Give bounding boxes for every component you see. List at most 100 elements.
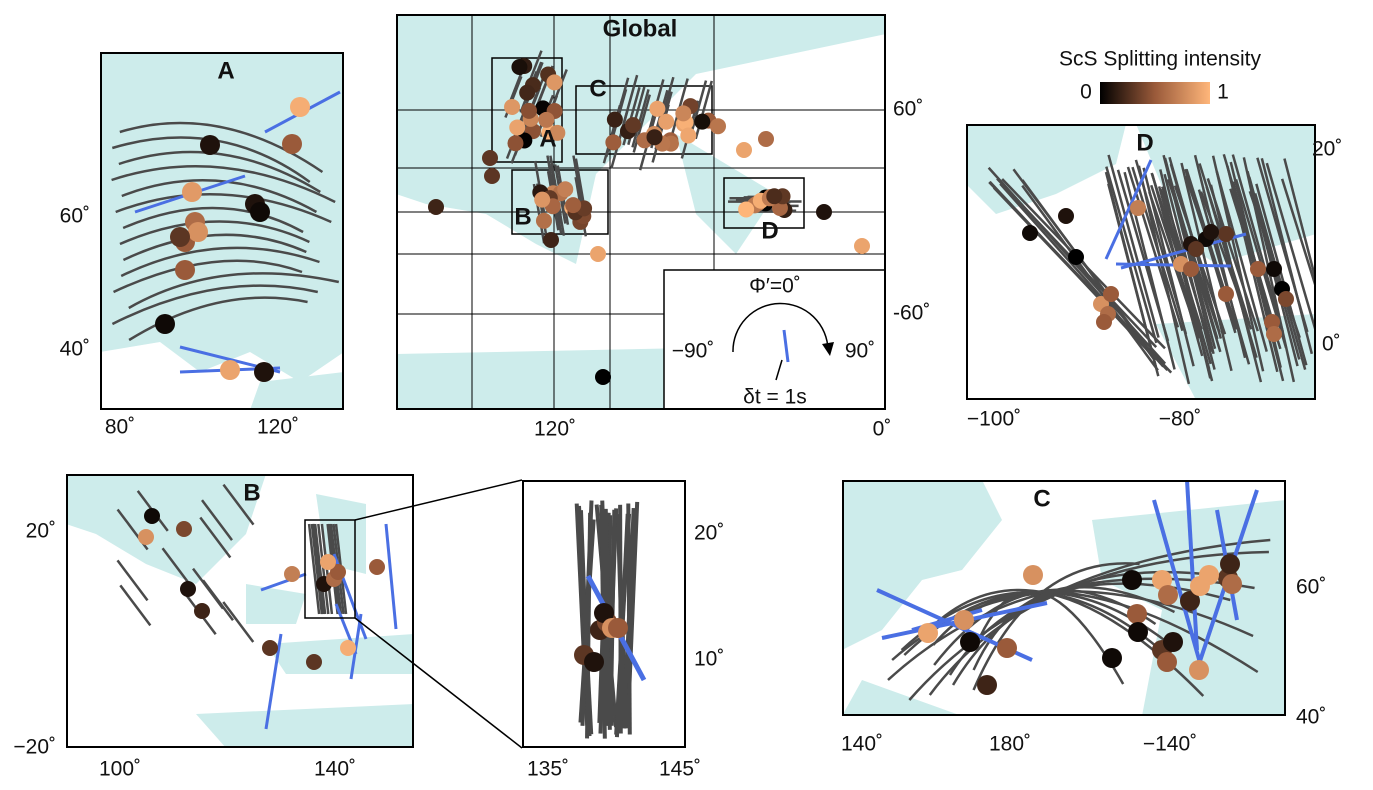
map-panel (522, 480, 686, 748)
raypath (1280, 178, 1316, 292)
x-tick-label: −100˚ (967, 408, 1021, 431)
station-dot (194, 603, 210, 619)
station-dot (1250, 261, 1266, 277)
split-bar (384, 523, 398, 630)
station-dot (340, 640, 356, 656)
station-dot (282, 134, 302, 154)
raypath (1256, 157, 1309, 333)
zoom-connector (354, 617, 523, 749)
y-tick-label: 40˚ (60, 338, 90, 361)
station-dot (520, 102, 537, 119)
station-dot (584, 652, 604, 672)
raypath (307, 523, 321, 615)
station-dot (176, 521, 192, 537)
map-panel (842, 480, 1286, 716)
station-dot (954, 610, 974, 630)
raypath (1211, 155, 1265, 372)
station-dot (144, 508, 160, 524)
station-dot (200, 135, 220, 155)
legend-text: −90˚ (672, 340, 715, 363)
station-dot (1199, 565, 1219, 585)
y-tick-label: 10˚ (694, 648, 724, 671)
land (676, 134, 776, 254)
station-dot (519, 84, 536, 101)
panel-frame (396, 14, 886, 410)
raypath (222, 601, 255, 643)
station-dot (1188, 241, 1204, 257)
x-tick-label: 80˚ (105, 416, 135, 439)
x-tick-label: 180˚ (989, 733, 1031, 756)
raypath (200, 499, 233, 541)
x-tick-label: 120˚ (257, 416, 299, 439)
raypath (119, 220, 310, 246)
map-panel (100, 52, 344, 410)
station-dot (1218, 226, 1234, 242)
station-dot (1127, 604, 1147, 624)
station-dot (608, 618, 628, 638)
raypath (1021, 184, 1159, 371)
raypath (311, 523, 324, 615)
station-dot (1266, 326, 1282, 342)
station-dot (250, 202, 270, 222)
raypath (128, 296, 308, 342)
panel-frame (966, 124, 1316, 400)
split-bar (349, 613, 363, 680)
raypath (120, 246, 320, 278)
raypath (118, 150, 321, 194)
raypath (111, 284, 319, 326)
station-dot (1102, 648, 1122, 668)
y-tick-label: 60˚ (893, 98, 923, 121)
raypath (626, 503, 632, 735)
station-dot (1220, 554, 1240, 574)
zoom-connector (354, 479, 523, 521)
station-dot (182, 182, 202, 202)
raypath (1205, 186, 1258, 359)
station-dot (649, 100, 666, 117)
station-dot (565, 197, 582, 214)
station-dot (960, 632, 980, 652)
colorbar-min: 0 (1080, 81, 1092, 104)
station-dot (1218, 286, 1234, 302)
station-dot (254, 362, 274, 382)
raypath (119, 121, 324, 174)
inset-label: C (589, 75, 606, 102)
y-tick-label: 60˚ (60, 205, 90, 228)
raypath (1265, 162, 1316, 335)
station-dot (1180, 591, 1200, 611)
x-tick-label: 140˚ (841, 733, 883, 756)
land (842, 480, 1002, 650)
y-tick-label: 60˚ (1296, 576, 1326, 599)
station-dot (180, 581, 196, 597)
station-dot (509, 119, 526, 136)
panel-label: C (1033, 485, 1050, 512)
station-dot (262, 640, 278, 656)
panel-label: B (243, 479, 260, 506)
station-dot (1183, 261, 1199, 277)
station-dot (1264, 314, 1280, 330)
y-tick-label: 20˚ (694, 522, 724, 545)
station-dot (1158, 585, 1178, 605)
station-dot (504, 98, 521, 115)
split-bar (782, 329, 790, 363)
raypath (1184, 168, 1237, 334)
raypath (313, 523, 327, 615)
station-dot (1128, 622, 1148, 642)
raypath (112, 259, 303, 294)
split-bar (1104, 159, 1153, 260)
raypath (121, 179, 318, 214)
raypath (694, 80, 713, 140)
map-panel (66, 474, 414, 748)
station-dot (1278, 291, 1294, 307)
station-dot (1222, 574, 1242, 594)
panel-frame (842, 480, 1286, 716)
panel-label: A (217, 57, 234, 84)
inset-box (304, 519, 356, 619)
station-dot (1122, 570, 1142, 590)
raypath (1107, 183, 1160, 377)
raypath (115, 192, 332, 224)
raypath (1021, 179, 1155, 360)
station-dot (997, 638, 1017, 658)
legend-box (663, 269, 886, 410)
panel-frame (100, 52, 344, 410)
